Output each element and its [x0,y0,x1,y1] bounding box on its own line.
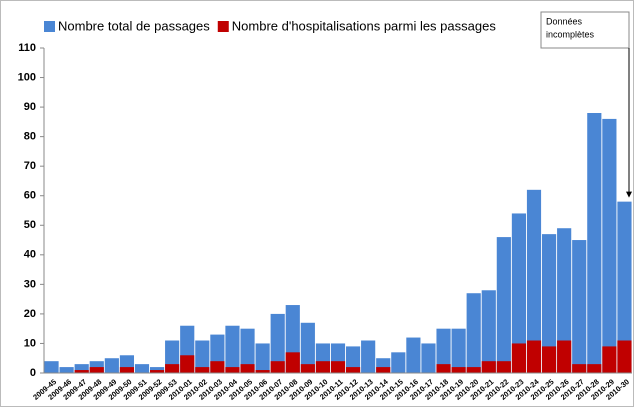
bar [376,367,391,373]
annotation-box [540,11,630,49]
y-tick-label: 80 [24,131,36,143]
y-tick-label: 10 [24,337,36,349]
bar [59,367,74,373]
legend-swatch [217,21,229,32]
bar [436,364,451,373]
legend-swatch [44,21,55,32]
bar [330,361,346,373]
bar [270,361,285,373]
bar [511,343,527,373]
bar [255,343,270,373]
bar [44,361,59,373]
y-tick-label: 0 [30,367,36,379]
legend-label: Nombre d'hospitalisations parmi les pass… [232,18,497,33]
bar [315,361,331,373]
bar [496,237,511,373]
y-tick-label: 70 [24,160,36,172]
bar [466,367,481,373]
bar [451,328,466,373]
bar [526,340,542,373]
bar [391,352,406,373]
bar [345,346,361,373]
y-tick-label: 30 [24,278,36,290]
bar [225,367,240,373]
legend-label: Nombre total de passages [58,18,210,33]
y-tick-label: 60 [24,190,36,202]
bar [572,364,587,373]
bar [210,361,225,373]
bar [511,213,527,373]
bar [557,340,572,373]
bar [74,370,89,373]
y-tick-label: 110 [18,42,36,54]
bar [225,325,240,373]
bar [345,367,361,373]
bar [541,346,557,373]
bar [119,367,135,373]
bar [195,367,210,373]
bar [300,364,315,373]
bar [74,364,89,373]
y-tick-label: 100 [18,71,36,83]
bar [195,340,210,373]
bar [602,118,617,373]
bar [180,355,195,373]
bar [406,337,421,373]
bar [436,328,451,373]
bar [481,361,496,373]
bar [270,313,285,373]
bar [617,201,632,373]
bar [240,364,255,373]
annotation-text: incomplètes [546,29,595,39]
bar [617,340,632,373]
bar [421,343,436,373]
bar [587,113,602,373]
bar [240,328,255,373]
bar [451,367,466,373]
y-tick-label: 40 [24,249,36,261]
y-tick-label: 50 [24,219,36,231]
bar [526,189,542,373]
bar [165,364,180,373]
bar [587,364,602,373]
bar [361,340,376,373]
bar [104,358,119,373]
bar [466,293,481,373]
bar [602,346,617,373]
annotation-text: Données [546,16,583,26]
bar [285,352,300,373]
bar [496,361,511,373]
bar [89,367,104,373]
bar [481,290,496,373]
y-tick-label: 90 [24,101,36,113]
bar [541,234,557,373]
arrow-head [626,191,632,198]
bar [255,370,270,373]
bar [149,370,165,373]
bar [300,322,315,373]
bar [572,240,587,373]
y-tick-label: 20 [24,308,36,320]
bar [557,228,572,373]
bar [134,364,150,373]
